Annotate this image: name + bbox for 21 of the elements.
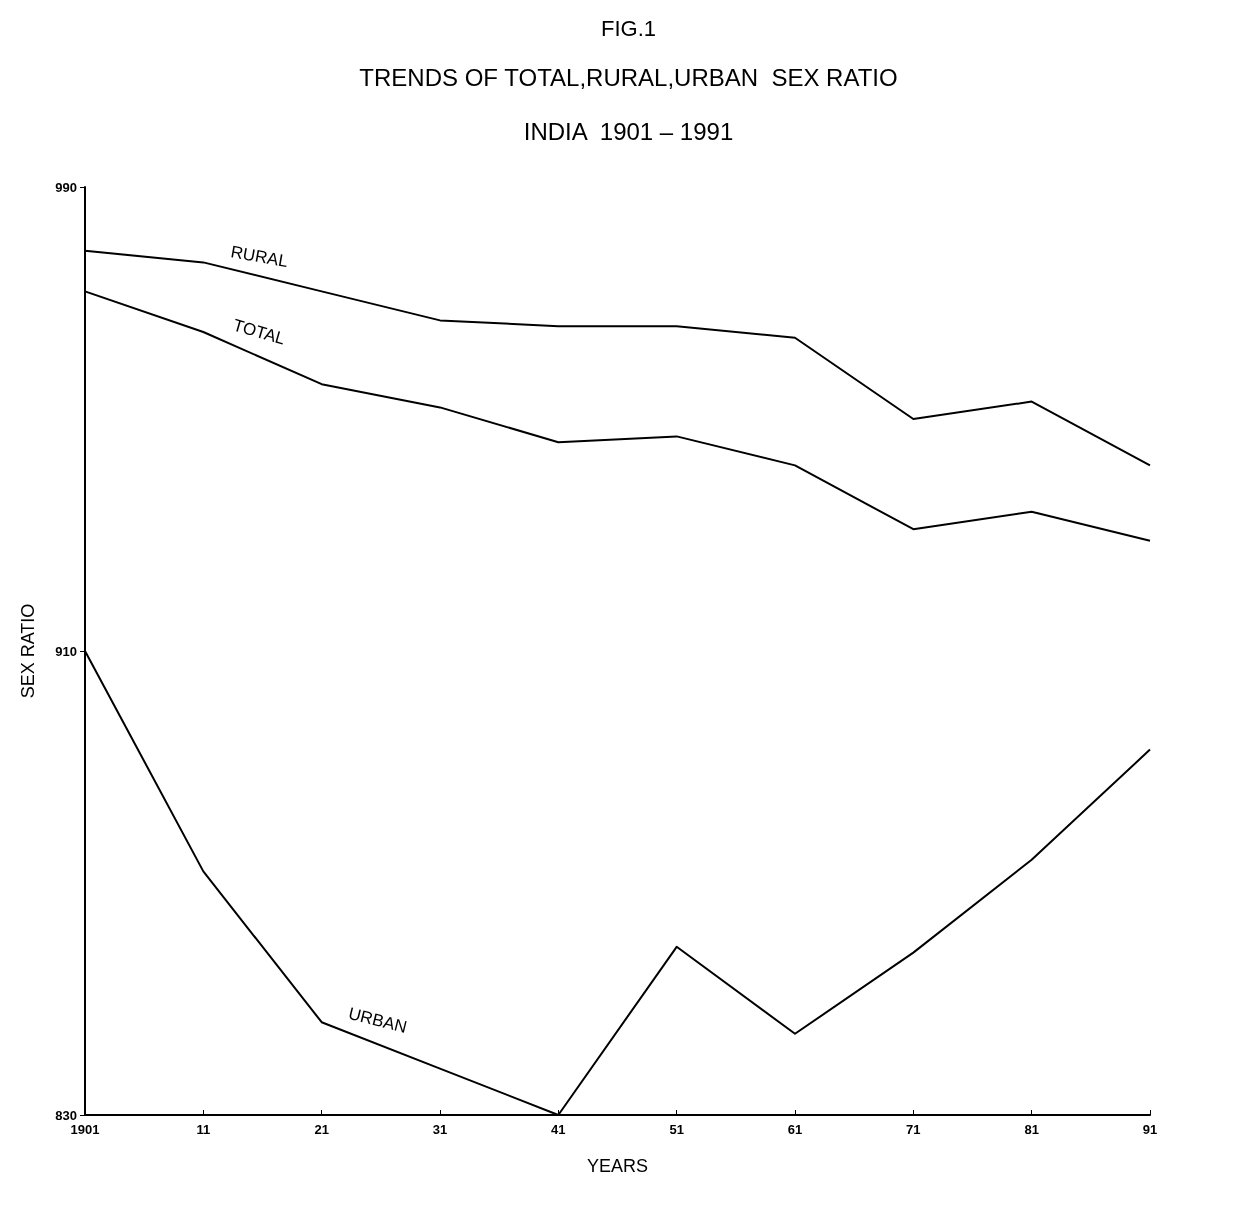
x-tick-label: 21 — [314, 1122, 329, 1137]
y-tick-label: 830 — [55, 1107, 77, 1123]
x-tick-label: 71 — [906, 1122, 921, 1137]
x-tick-label: 61 — [787, 1122, 803, 1137]
text: RURAL — [229, 242, 290, 271]
text: TOTAL — [230, 315, 288, 349]
y-tick-label: 990 — [55, 179, 77, 195]
x-tick-label: 31 — [432, 1122, 448, 1137]
text: URBAN — [346, 1003, 409, 1037]
caption: FIG.1 — [600, 15, 657, 41]
y-tick-label: 910 — [55, 643, 77, 659]
x-tick-label: 51 — [669, 1122, 684, 1137]
x-axis-title: YEARS — [586, 1156, 649, 1176]
chart-subtitle: INDIA 1901 – 1991 — [523, 117, 734, 145]
x-tick-label: 1901 — [70, 1122, 100, 1137]
chart-title: TRENDS OF TOTAL,RURAL,URBAN SEX RATIO — [359, 63, 898, 91]
x-tick-label: 11 — [196, 1122, 211, 1137]
x-tick-label: 91 — [1142, 1122, 1158, 1137]
x-tick-label: 81 — [1024, 1122, 1039, 1137]
x-tick-label: 41 — [551, 1122, 566, 1137]
y-axis-title: SEX RATIO — [18, 603, 38, 699]
